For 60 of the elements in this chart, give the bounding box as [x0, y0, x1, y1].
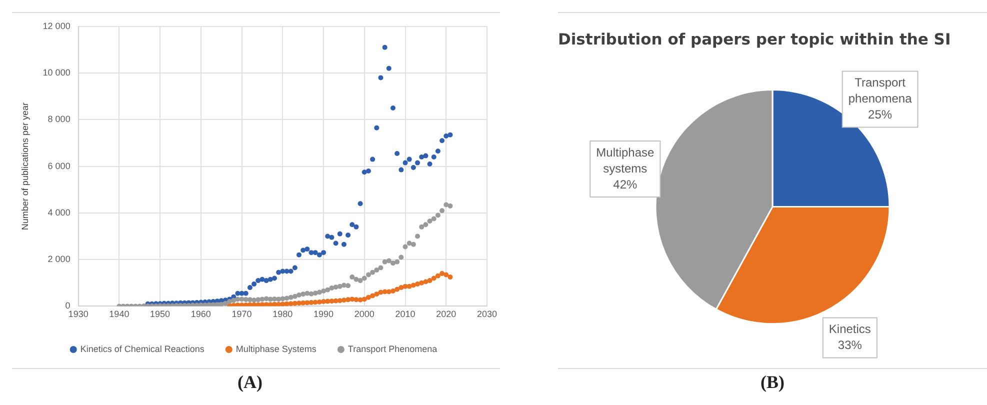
point: [300, 300, 306, 306]
x-tick-label: 1960: [190, 309, 211, 320]
point: [406, 284, 412, 289]
y-tick-label: 12 000: [42, 20, 70, 31]
point: [370, 293, 376, 298]
point: [276, 302, 282, 306]
x-tick-label: 1980: [272, 309, 293, 320]
point: [444, 272, 449, 278]
slice-label: Kinetics: [828, 322, 871, 336]
point: [362, 296, 367, 302]
legend-label: Multiphase Systems: [236, 344, 317, 354]
data-label: 25%: [868, 108, 892, 122]
legend-label: Kinetics of Chemical Reactions: [80, 344, 205, 354]
text: (A): [236, 372, 264, 393]
point: [448, 274, 453, 280]
point: [427, 278, 432, 284]
point: [410, 282, 416, 288]
data-label: 42%: [613, 177, 638, 192]
y-tick-label: 4 000: [48, 207, 70, 218]
data-label: 33%: [838, 338, 862, 352]
point: [280, 302, 286, 306]
y-axis-title: Number of publications per year: [20, 102, 30, 230]
point: [431, 276, 436, 281]
y-tick-label: 8 000: [48, 114, 70, 124]
point: [366, 294, 371, 300]
point: [346, 297, 351, 302]
y-tick-label: 6 000: [48, 160, 70, 171]
x-tick-label: 1990: [314, 309, 334, 320]
point: [419, 280, 424, 286]
x-tick-label: 1970: [232, 309, 252, 320]
point: [440, 271, 445, 276]
x-tick-label: 2020: [436, 309, 456, 320]
point: [398, 285, 404, 290]
legend-label: Transport Phenomena: [348, 344, 438, 354]
x-tick-label: 1940: [109, 309, 130, 320]
slice-label: Multiphase systems: [596, 145, 655, 176]
point: [235, 302, 240, 306]
y-tick-label: 2 000: [48, 254, 70, 264]
point: [321, 299, 326, 304]
y-tick-label: 0: [65, 300, 70, 311]
point: [423, 279, 428, 284]
point: [435, 273, 440, 278]
y-tick-label: 10 000: [42, 68, 70, 78]
text: (B): [760, 372, 786, 393]
x-tick-label: 2010: [395, 309, 416, 320]
point: [325, 298, 330, 304]
point: [374, 292, 380, 297]
x-tick-label: 2030: [476, 309, 498, 320]
point: [260, 302, 265, 306]
chart-title: Distribution of papers per topic within the SI: [558, 30, 951, 48]
point: [394, 286, 400, 292]
point: [415, 282, 420, 287]
point: [329, 298, 334, 304]
slice-label: Transport phenomena: [848, 76, 912, 106]
point: [350, 296, 355, 302]
x-tick-label: 1950: [150, 309, 170, 320]
x-tick-label: 1930: [68, 309, 88, 320]
point: [256, 302, 261, 306]
x-tick-label: 2000: [354, 309, 374, 320]
point: [390, 288, 396, 294]
